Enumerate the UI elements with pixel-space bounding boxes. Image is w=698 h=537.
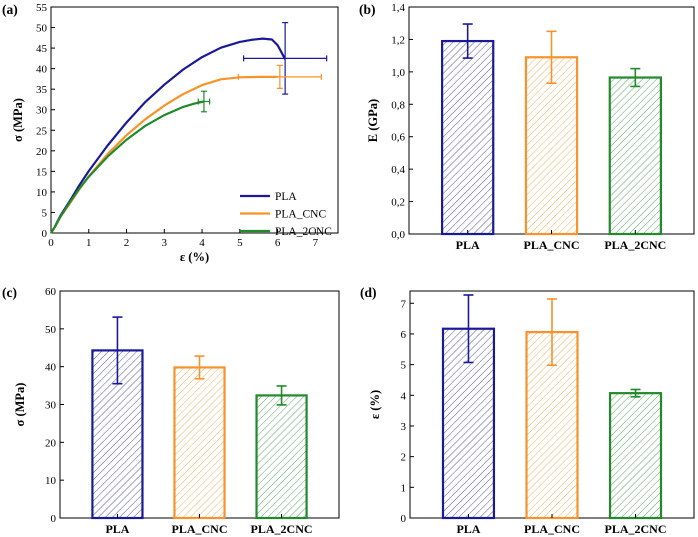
y-tick-label: 1	[401, 482, 407, 494]
y-tick-label: 10	[36, 187, 48, 199]
y-tick-label: 1,2	[391, 34, 405, 46]
y-tick-label: 6	[401, 329, 407, 341]
category-label: PLA	[105, 522, 129, 536]
x-axis-label: ε (%)	[180, 250, 209, 264]
category-label: PLA	[456, 238, 480, 252]
y-tick-label: 20	[36, 146, 48, 158]
y-tick-label: 2	[401, 452, 407, 464]
y-tick-label: 40	[36, 64, 48, 76]
y-tick-label: 15	[36, 166, 48, 178]
category-label: PLA_2CNC	[604, 238, 666, 252]
y-tick-label: 5	[42, 207, 48, 219]
y-tick-label: 7	[401, 298, 407, 310]
bar-pla	[441, 39, 495, 236]
bar-pla-2cnc	[608, 76, 662, 236]
y-tick-label: 5	[401, 360, 407, 372]
y-tick-label: 50	[45, 324, 57, 336]
y-tick-label: 1,0	[391, 67, 405, 79]
category-label: PLA	[456, 522, 480, 536]
y-axis-label: E (GPa)	[366, 99, 380, 142]
y-tick-label: 20	[45, 437, 57, 449]
panel-d-elongation-bars: (d) ε (%) 0 1 2 3 4 5 6 7 PLA PLA_CNC PLA_2CNC	[360, 285, 695, 536]
series-line-pla	[50, 37, 287, 234]
bar-pla-cnc	[524, 56, 579, 236]
y-tick-label: 25	[36, 125, 48, 137]
category-label: PLA_CNC	[524, 522, 580, 536]
y-tick-label: 0,6	[391, 132, 405, 144]
y-axis-label: σ (MPa)	[13, 383, 27, 427]
x-tick-label: 0	[48, 237, 54, 249]
bar-pla-2cnc	[255, 394, 308, 520]
y-tick-label: 0,8	[391, 99, 405, 111]
legend-label: PLA_CNC	[275, 209, 326, 221]
y-tick-label: 50	[36, 23, 48, 35]
y-tick-label: 0	[42, 228, 48, 240]
y-tick-label: 40	[45, 362, 57, 374]
y-tick-label: 0,2	[391, 197, 405, 209]
legend-label: PLA	[275, 191, 297, 203]
y-tick-label: 0	[401, 513, 407, 525]
x-tick-label: 4	[199, 237, 205, 249]
y-tick-label: 30	[36, 105, 48, 117]
x-tick-label: 5	[237, 237, 243, 249]
y-tick-label: 30	[45, 400, 57, 412]
legend-label: PLA_2CNC	[275, 226, 332, 238]
bar-pla-2cnc	[608, 392, 663, 520]
y-tick-label: 4	[401, 390, 407, 402]
category-label: PLA_2CNC	[605, 522, 667, 536]
y-tick-label: 3	[401, 421, 407, 433]
x-tick-label: 1	[86, 237, 92, 249]
category-label: PLA_CNC	[172, 522, 228, 536]
panel-label: (d)	[360, 285, 377, 300]
y-tick-label: 45	[36, 43, 48, 55]
x-tick-label: 2	[124, 237, 130, 249]
panel-label: (b)	[359, 2, 376, 17]
bar-pla-cnc	[173, 366, 226, 520]
category-label: PLA_CNC	[524, 238, 580, 252]
y-tick-label: 0,0	[391, 229, 405, 241]
panel-b-modulus-bars: (b) E (GPa) 0,0 0,2 0,4 0,6 0,8 1,0 1,2 1,4 PLA PLA…	[359, 2, 695, 252]
series-line-pla-cnc	[50, 75, 278, 234]
panel-label: (a)	[2, 2, 18, 17]
panel-label: (c)	[2, 285, 17, 300]
y-axis-label: ε (%)	[368, 390, 382, 419]
x-tick-label: 6	[275, 237, 281, 249]
y-tick-label: 1,4	[391, 2, 405, 14]
x-tick-label: 7	[313, 237, 319, 249]
y-tick-label: 55	[36, 2, 48, 14]
category-label: PLA_2CNC	[251, 522, 313, 536]
series-line-pla-2cnc	[50, 100, 205, 234]
y-tick-label: 10	[45, 475, 57, 487]
panel-c-strength-bars: (c) σ (MPa) 0 10 20 30 40 50 60 PLA PLA_CNC PLA_2CN…	[2, 285, 340, 536]
plot-frame	[50, 6, 339, 234]
y-tick-label: 35	[36, 84, 48, 96]
y-tick-label: 0,4	[391, 164, 405, 176]
x-tick-label: 3	[162, 237, 168, 249]
y-tick-label: 60	[45, 286, 57, 298]
y-axis-label: σ (MPa)	[11, 98, 25, 142]
y-tick-label: 0	[51, 513, 57, 525]
